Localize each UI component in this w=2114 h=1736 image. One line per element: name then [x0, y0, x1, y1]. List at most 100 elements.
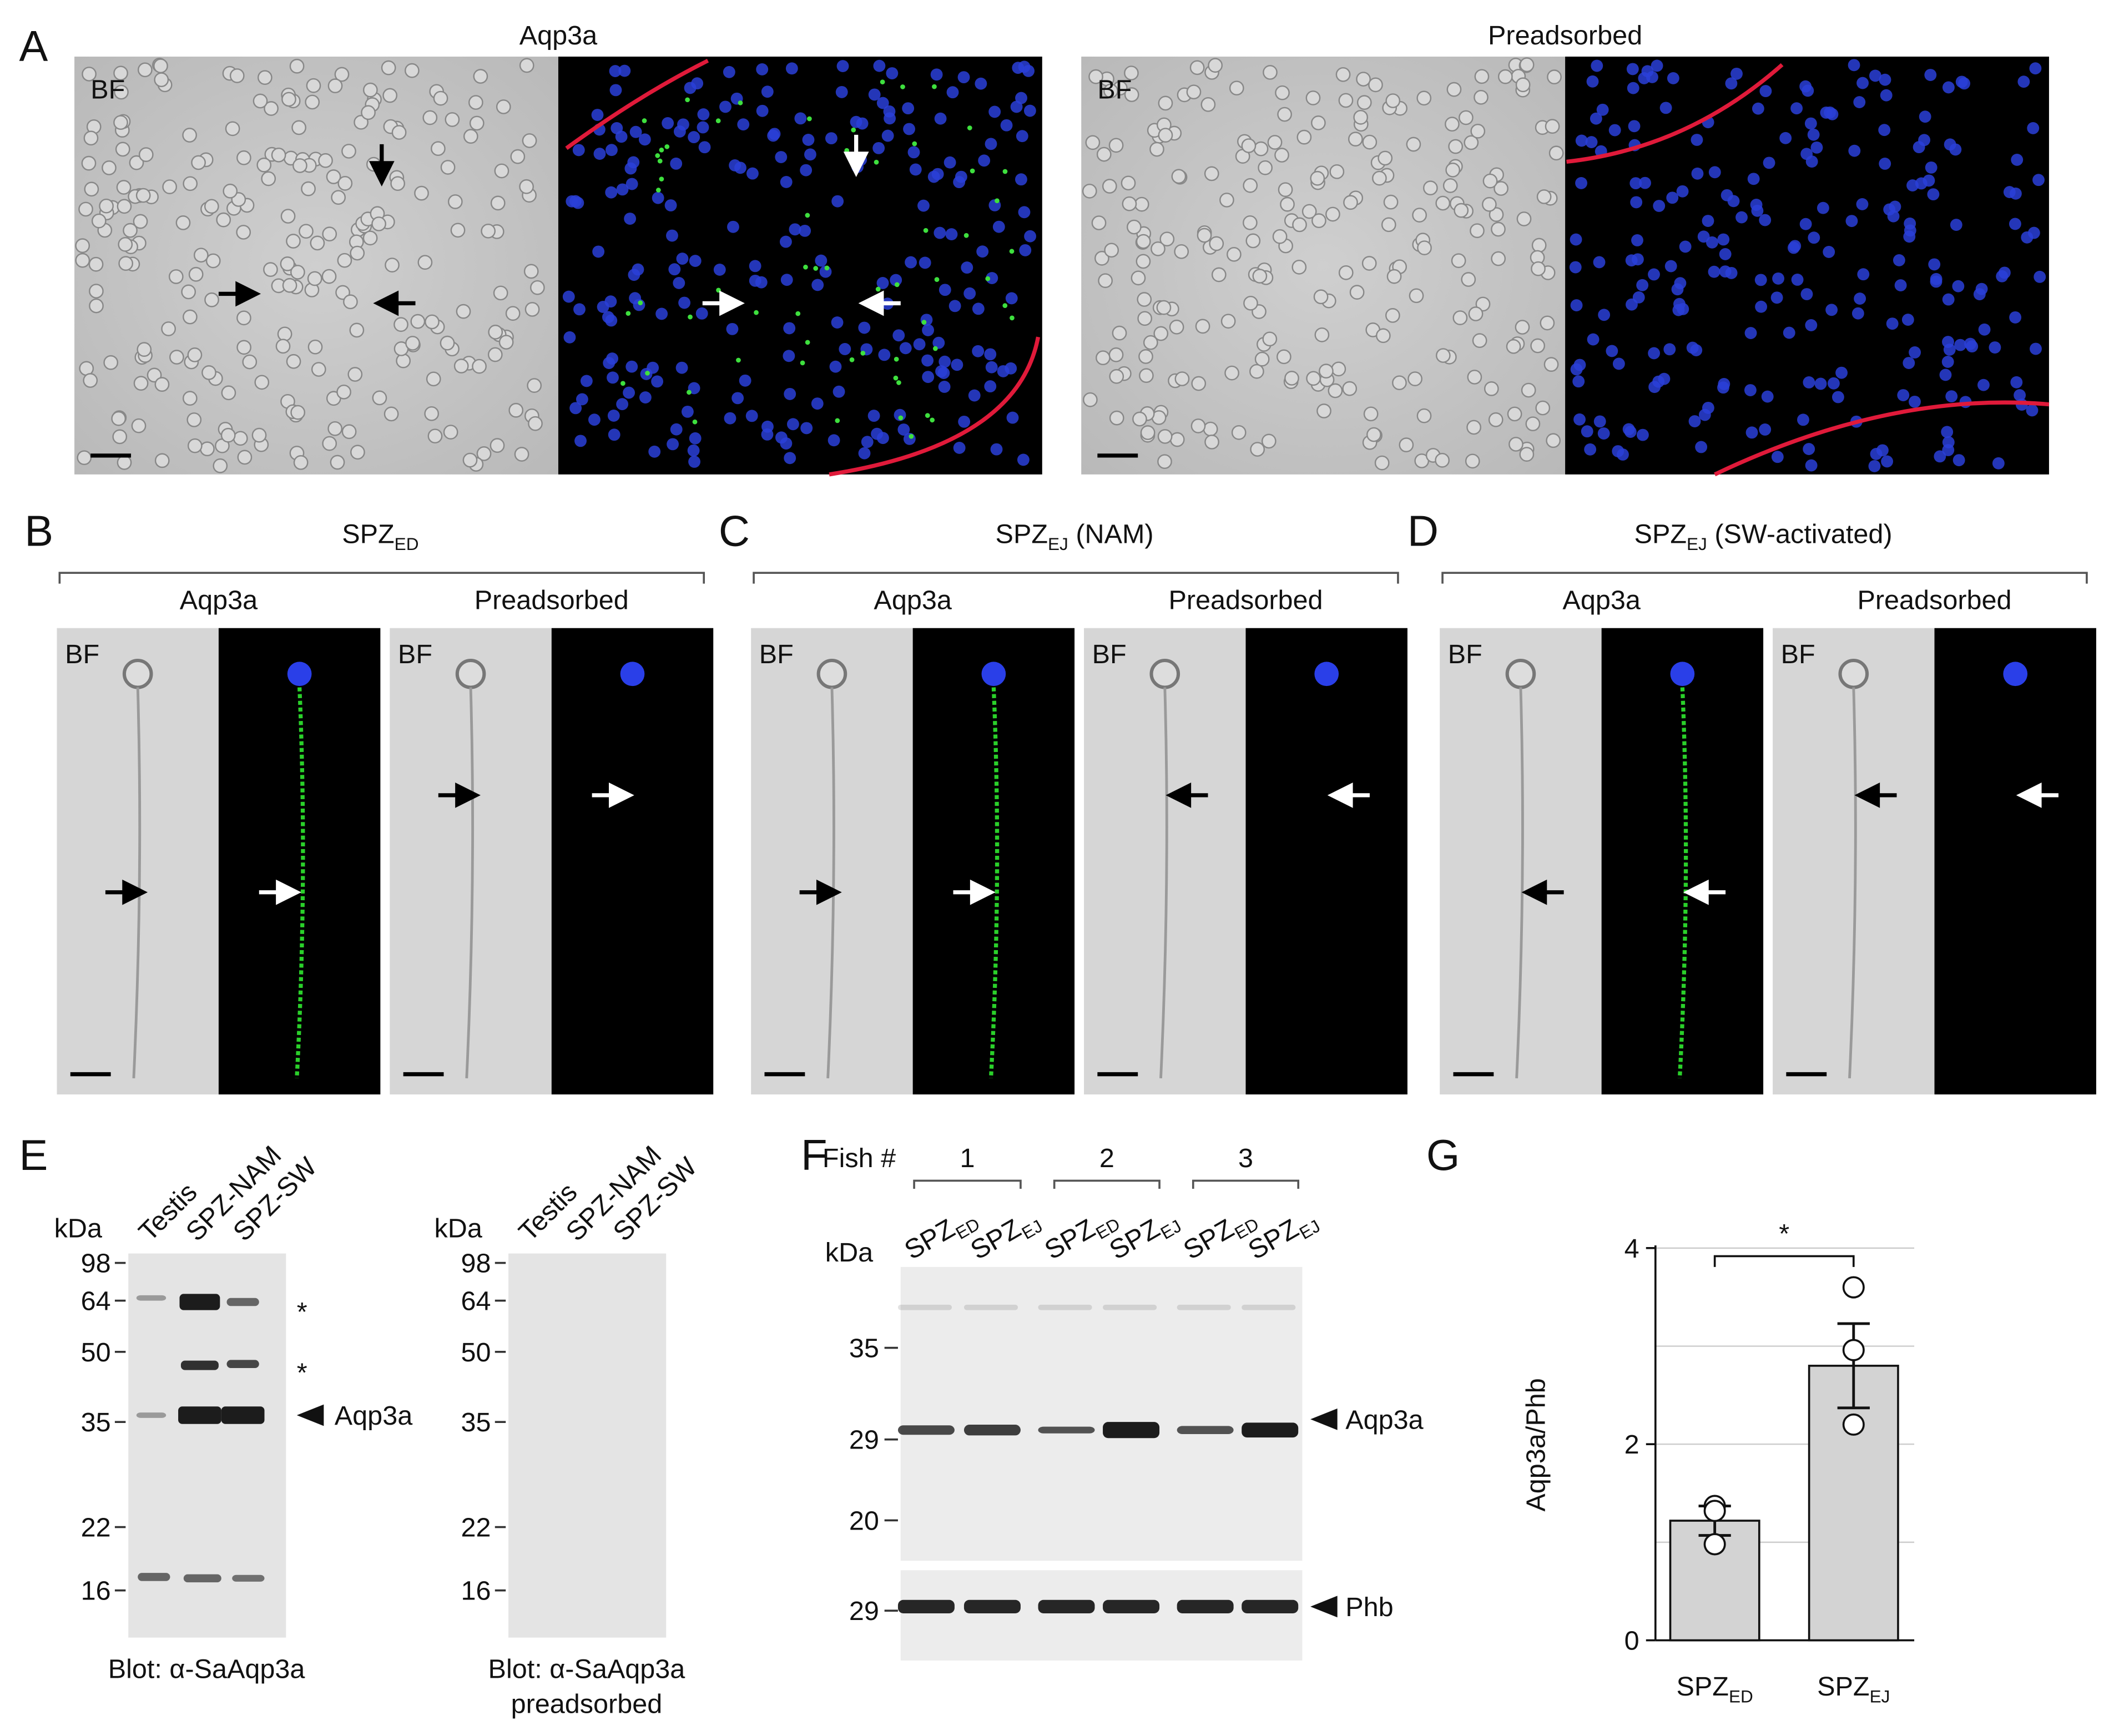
nucleus [1670, 662, 1695, 687]
marker-label: 50 [81, 1338, 111, 1367]
sperm-tail [465, 687, 475, 1078]
cell [519, 179, 534, 194]
cell [1412, 208, 1427, 223]
nucleus [562, 290, 575, 303]
lane-label-base: SPZ [900, 1213, 960, 1265]
cell [123, 223, 138, 238]
nucleus [761, 428, 774, 441]
nucleus [953, 441, 966, 454]
nucleus [946, 86, 959, 99]
cell [462, 452, 478, 468]
nucleus [667, 438, 679, 451]
nucleus [932, 336, 945, 349]
nucleus [1807, 128, 1820, 141]
aqp3a-signal [985, 276, 991, 281]
cell [1342, 381, 1358, 396]
panel-title-sub: ED [395, 534, 419, 554]
nucleus [1752, 102, 1764, 115]
cell [1108, 138, 1124, 153]
cell [354, 114, 369, 130]
aqp3a-signal [1002, 169, 1008, 174]
nucleus [1868, 460, 1881, 472]
nucleus [1651, 59, 1663, 72]
cell [530, 280, 545, 295]
nucleus [892, 329, 905, 342]
marker-label: 20 [849, 1506, 879, 1536]
nucleus [1648, 381, 1661, 393]
nucleus [620, 662, 645, 687]
nucleus [1941, 355, 1954, 368]
cell [1209, 236, 1224, 251]
cell [1306, 371, 1321, 386]
cell [1349, 285, 1365, 300]
nucleus [1950, 219, 1962, 231]
cell [1292, 217, 1307, 233]
cell [290, 405, 306, 420]
band [1103, 1422, 1160, 1439]
nucleus [1006, 411, 1019, 424]
nucleus [1783, 326, 1795, 339]
nucleus [563, 331, 576, 344]
cell [1296, 129, 1312, 145]
cell [1470, 123, 1486, 139]
band [1038, 1426, 1095, 1434]
cell [405, 336, 420, 351]
nucleus [785, 62, 798, 75]
nucleus [1754, 274, 1767, 286]
nucleus [1924, 69, 1937, 81]
cell [1211, 267, 1227, 282]
cell [1319, 364, 1334, 379]
panel-title-base: SPZ [1634, 519, 1687, 549]
cell [1515, 77, 1531, 93]
cell [1190, 418, 1206, 433]
cell [1338, 93, 1354, 108]
nucleus [664, 199, 677, 211]
panel-title-sub: EJ [1048, 534, 1068, 554]
nucleus [1942, 444, 1955, 456]
nucleus [1586, 75, 1599, 88]
aqp3a-signal [912, 141, 917, 147]
nucleus [749, 260, 761, 272]
nucleus [1016, 130, 1028, 143]
aqp3a-signal [970, 168, 975, 174]
nucleus [1880, 89, 1893, 102]
nucleus [633, 299, 645, 311]
nucleus [902, 102, 915, 115]
sperm-head [1149, 658, 1180, 689]
cell [410, 314, 426, 329]
nucleus [1772, 272, 1784, 285]
nucleus [1790, 102, 1803, 115]
aqp3a-signal [657, 158, 663, 164]
nucleus [1612, 357, 1625, 370]
image-title: Preadsorbed [1488, 21, 1642, 51]
aqp3a-signal [295, 687, 305, 1079]
marker-label: 35 [849, 1334, 879, 1364]
nucleus [988, 105, 1001, 118]
fish-number: 3 [1238, 1143, 1253, 1173]
panel-title: SPZED [342, 519, 418, 554]
cell [1356, 72, 1371, 87]
aqp3a-signal [805, 213, 810, 218]
aqp3a-signal [803, 264, 808, 270]
bracket [1192, 1179, 1300, 1189]
nucleus [903, 123, 915, 135]
nucleus [984, 348, 997, 361]
nucleus [689, 255, 702, 268]
nucleus [749, 274, 761, 287]
nucleus [688, 456, 700, 468]
fish-label: Fish # [823, 1143, 896, 1173]
cell [1136, 234, 1151, 249]
lane-label: SPZED [900, 1201, 983, 1269]
nucleus [1744, 384, 1757, 396]
nucleus [651, 375, 664, 388]
nucleus [811, 397, 824, 410]
aqp3a-signal [625, 311, 631, 316]
nucleus [652, 191, 664, 204]
nucleus [968, 389, 981, 402]
nucleus [739, 374, 751, 387]
band [1242, 1422, 1299, 1438]
y-tick-label: 2 [1624, 1430, 1639, 1460]
cell [311, 362, 326, 377]
cell [1435, 195, 1451, 211]
nucleus [726, 322, 739, 335]
